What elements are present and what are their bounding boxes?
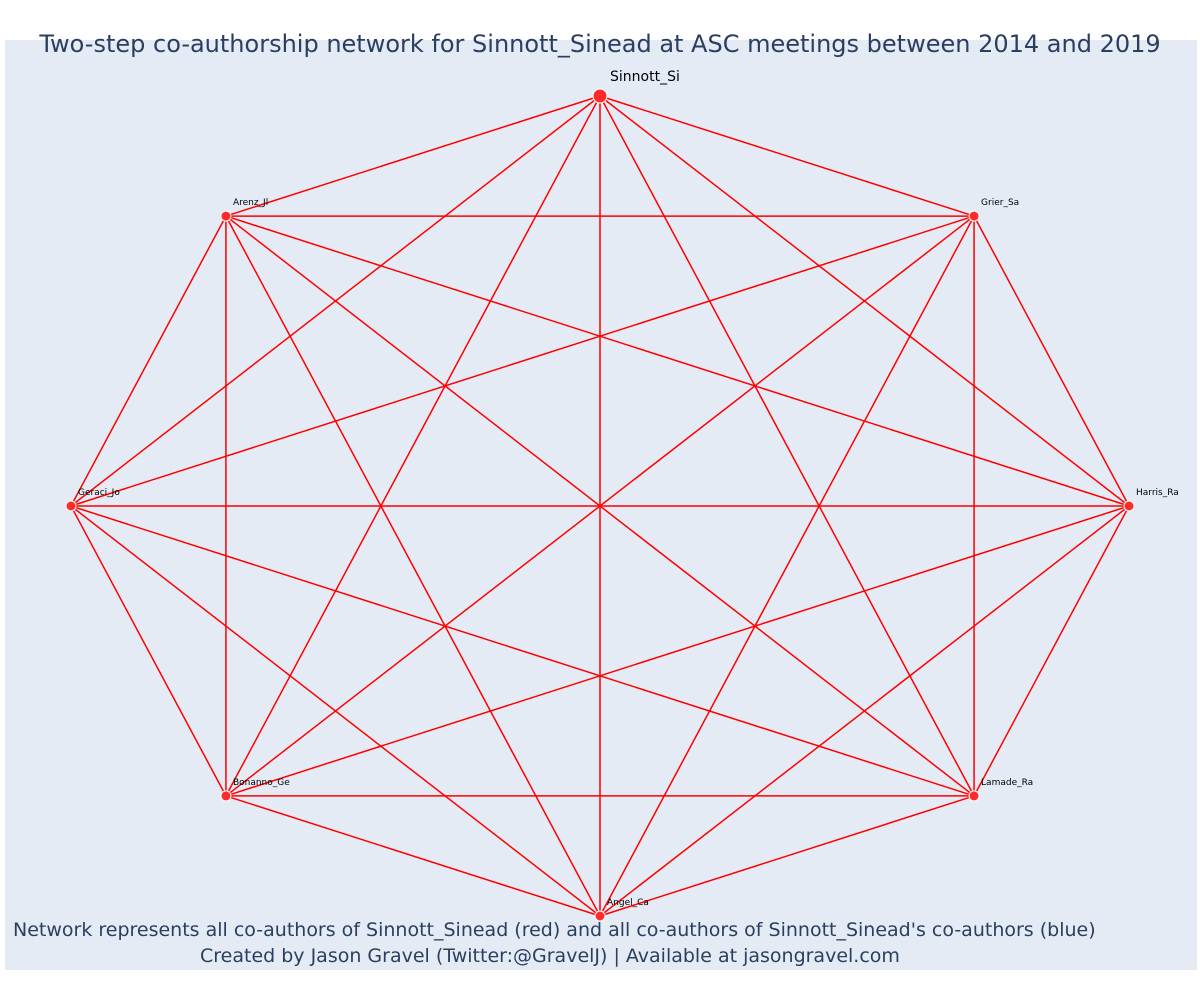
edge-angel-ca-geraci-jo xyxy=(70,505,601,917)
edge-sinnott-si-lamade-ra xyxy=(599,95,975,797)
edge-angel-ca-bonanno-ge xyxy=(225,795,601,917)
node-lamade-ra[interactable] xyxy=(968,790,980,802)
node-bonanno-ge[interactable] xyxy=(220,790,232,802)
edge-geraci-jo-arenz-jl xyxy=(70,215,227,507)
edge-harris-ra-bonanno-ge xyxy=(225,505,1130,797)
node-geraci-jo[interactable] xyxy=(65,500,77,512)
node-grier-sa[interactable] xyxy=(968,210,980,222)
node-label-harris-ra: Harris_Ra xyxy=(1136,488,1179,498)
footer-note: Network represents all co-authors of Sin… xyxy=(13,919,1096,941)
edge-grier-sa-angel-ca xyxy=(599,215,975,917)
edge-grier-sa-geraci-jo xyxy=(70,215,975,507)
node-label-grier-sa: Grier_Sa xyxy=(981,198,1019,208)
footer-credit: Created by Jason Gravel (Twitter:@Gravel… xyxy=(200,945,900,967)
edge-angel-ca-arenz-jl xyxy=(225,215,601,917)
node-sinnott-si[interactable] xyxy=(592,88,608,104)
nodes: Sinnott_Si Grier_Sa Harris_Ra Lamade_Ra Ange… xyxy=(65,69,1179,922)
node-label-sinnott-si: Sinnott_Si xyxy=(610,69,680,85)
edge-sinnott-si-grier-sa xyxy=(599,95,975,217)
edge-lamade-ra-angel-ca xyxy=(599,795,975,917)
node-arenz-jl[interactable] xyxy=(220,210,232,222)
network-graph: Sinnott_Si Grier_Sa Harris_Ra Lamade_Ra Ange… xyxy=(65,69,1179,922)
node-angel-ca[interactable] xyxy=(594,910,606,922)
node-label-angel-ca: Angel_Ca xyxy=(607,898,649,908)
node-label-lamade-ra: Lamade_Ra xyxy=(981,778,1033,788)
chart-title: Two-step co-authorship network for Sinno… xyxy=(39,30,1161,58)
edge-sinnott-si-bonanno-ge xyxy=(225,95,601,797)
node-label-arenz-jl: Arenz_Jl xyxy=(233,198,268,208)
node-label-geraci-jo: Geraci_Jo xyxy=(78,488,120,498)
edge-grier-sa-harris-ra xyxy=(973,215,1130,507)
edge-lamade-ra-arenz-jl xyxy=(225,215,975,797)
node-label-bonanno-ge: Bonanno_Ge xyxy=(233,778,290,788)
edge-harris-ra-arenz-jl xyxy=(225,215,1130,507)
plot-area: Sinnott_Si Grier_Sa Harris_Ra Lamade_Ra Ange… xyxy=(5,40,1197,970)
node-harris-ra[interactable] xyxy=(1123,500,1135,512)
edge-sinnott-si-arenz-jl xyxy=(225,95,601,217)
edge-bonanno-ge-geraci-jo xyxy=(70,505,227,797)
edge-lamade-ra-geraci-jo xyxy=(70,505,975,797)
edges xyxy=(70,95,1130,917)
edge-harris-ra-lamade-ra xyxy=(973,505,1130,797)
